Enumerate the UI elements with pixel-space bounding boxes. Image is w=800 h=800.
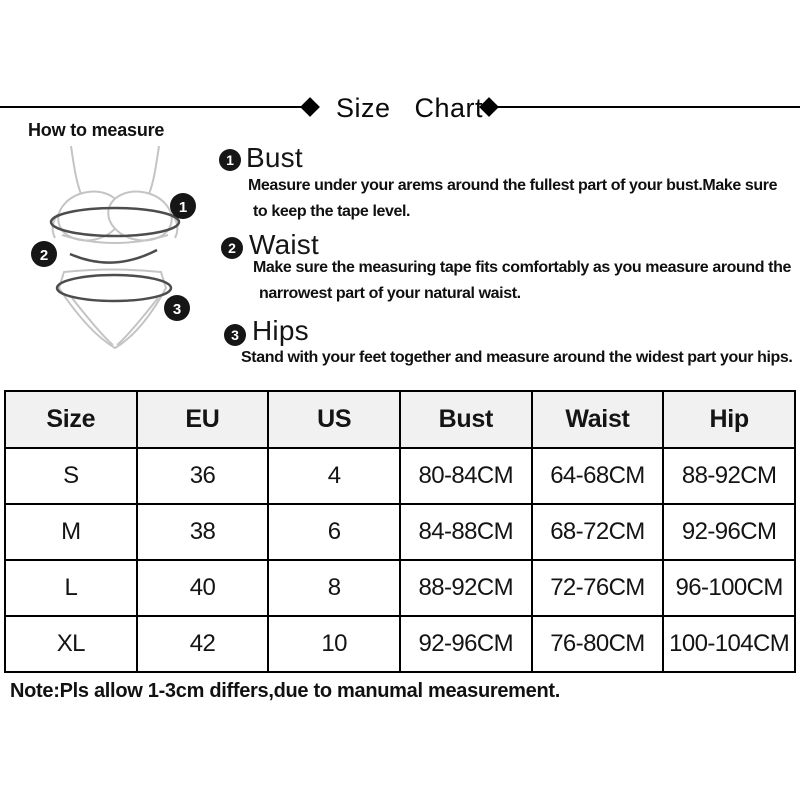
cell-eu: 36 [135, 447, 270, 505]
header-rule-right [497, 106, 800, 108]
cell-us: 10 [267, 615, 401, 673]
cell-hip: 92-96CM [662, 503, 796, 561]
cell-size: S [4, 447, 138, 505]
svg-text:3: 3 [173, 301, 181, 318]
bust-tape-line [49, 206, 181, 238]
cell-waist: 68-72CM [530, 503, 665, 561]
table-row: XL 42 10 92-96CM 76-80CM 100-104CM [4, 615, 796, 673]
bikini-bottom-sketch [57, 268, 168, 350]
cell-eu: 42 [135, 615, 270, 673]
col-header-waist: Waist [530, 390, 665, 449]
table-row: L 40 8 88-92CM 72-76CM 96-100CM [4, 559, 796, 617]
bust-heading: Bust [246, 142, 303, 173]
cell-bust: 84-88CM [398, 503, 533, 561]
cell-us: 4 [267, 447, 401, 505]
cell-bust: 80-84CM [398, 447, 533, 505]
waist-instruction-line1: Make sure the measuring tape fits comfor… [253, 259, 791, 276]
cell-us: 6 [267, 503, 401, 561]
waist-heading: Waist [249, 229, 319, 260]
col-header-bust: Bust [398, 390, 533, 449]
cell-waist: 72-76CM [530, 559, 665, 617]
cell-waist: 64-68CM [530, 447, 665, 505]
diagram-badge-2: 2 [31, 241, 57, 267]
col-header-size: Size [4, 390, 138, 449]
cell-size: L [4, 559, 138, 617]
diamond-icon [300, 97, 320, 117]
bust-number-badge: 1 [219, 149, 241, 171]
cell-hip: 100-104CM [662, 615, 796, 673]
cell-eu: 38 [135, 503, 270, 561]
cell-eu: 40 [135, 559, 270, 617]
svg-text:1: 1 [179, 199, 187, 216]
measurement-note: Note:Pls allow 1-3cm differs,due to manu… [10, 680, 561, 702]
cell-hip: 88-92CM [662, 447, 796, 505]
cell-size: M [4, 503, 138, 561]
hips-heading: Hips [252, 315, 309, 346]
col-header-eu: EU [135, 390, 270, 449]
bust-instruction-line2: to keep the tape level. [253, 203, 411, 220]
col-header-hip: Hip [662, 390, 796, 449]
how-to-measure-label: How to measure [28, 120, 165, 140]
waist-number-badge: 2 [221, 237, 243, 259]
size-table: Size EU US Bust Waist Hip S 36 4 80-84CM… [4, 390, 796, 673]
cell-size: XL [4, 615, 138, 673]
col-header-us: US [267, 390, 401, 449]
cell-waist: 76-80CM [530, 615, 665, 673]
size-table-header-row: Size EU US Bust Waist Hip [4, 390, 796, 449]
header-rule-left [0, 106, 302, 108]
hips-number-badge: 3 [224, 324, 246, 346]
bust-instruction-line1: Measure under your arems around the full… [248, 177, 778, 194]
waist-tape-line [69, 248, 158, 264]
cell-us: 8 [267, 559, 401, 617]
cell-hip: 96-100CM [662, 559, 796, 617]
hips-instruction-line1: Stand with your feet together and measur… [241, 349, 793, 366]
diagram-badge-3: 3 [164, 295, 190, 321]
diagram-badge-1: 1 [170, 193, 196, 219]
table-row: M 38 6 84-88CM 68-72CM 92-96CM [4, 503, 796, 561]
page-title: Size Chart [336, 93, 484, 123]
svg-text:2: 2 [40, 247, 48, 264]
cell-bust: 92-96CM [398, 615, 533, 673]
table-row: S 36 4 80-84CM 64-68CM 88-92CM [4, 447, 796, 505]
hip-tape-line [55, 273, 173, 303]
cell-bust: 88-92CM [398, 559, 533, 617]
measurement-diagram: 1 2 3 [31, 145, 196, 350]
waist-instruction-line2: narrowest part of your natural waist. [259, 285, 521, 302]
